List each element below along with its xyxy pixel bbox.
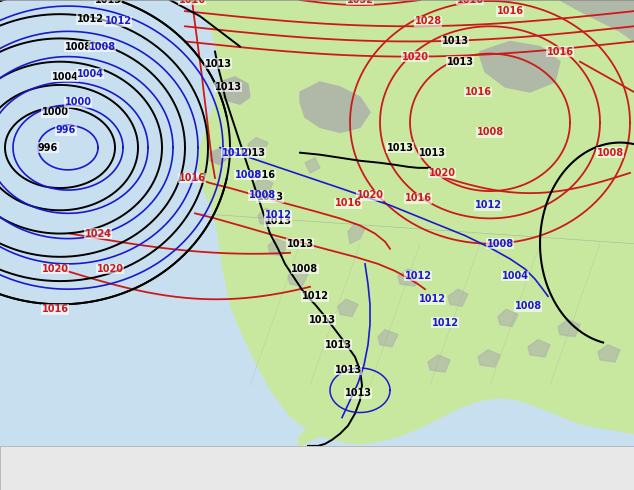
Text: © weatheronline.co.uk: © weatheronline.co.uk — [493, 472, 628, 486]
Text: 1008: 1008 — [65, 42, 91, 51]
Text: 1004: 1004 — [51, 72, 79, 82]
Text: 1012: 1012 — [418, 294, 446, 304]
Text: 1008: 1008 — [235, 170, 262, 180]
Polygon shape — [248, 138, 268, 155]
Polygon shape — [218, 77, 250, 104]
Polygon shape — [253, 178, 273, 195]
Text: 1008: 1008 — [476, 127, 503, 138]
Polygon shape — [498, 309, 518, 327]
Polygon shape — [480, 42, 560, 92]
Text: 1016: 1016 — [41, 304, 68, 315]
Polygon shape — [305, 158, 320, 173]
Text: 1013: 1013 — [441, 36, 469, 47]
Text: 1012: 1012 — [77, 14, 103, 24]
Text: 1016: 1016 — [179, 0, 205, 5]
Text: 996: 996 — [38, 143, 58, 152]
Text: 1012: 1012 — [302, 291, 328, 301]
Text: 1013: 1013 — [325, 340, 351, 350]
Text: 1012: 1012 — [404, 271, 432, 281]
Text: 1020: 1020 — [96, 264, 124, 274]
Text: 1016: 1016 — [496, 6, 524, 16]
Text: 1012: 1012 — [105, 16, 131, 26]
Text: 1012: 1012 — [474, 200, 501, 210]
Text: Surface pressure [hPa] ECMWF: Surface pressure [hPa] ECMWF — [6, 455, 188, 468]
Text: 1000: 1000 — [65, 97, 91, 107]
Polygon shape — [428, 355, 450, 372]
Text: 1016: 1016 — [335, 198, 361, 208]
Text: 1016: 1016 — [404, 193, 432, 203]
Polygon shape — [210, 147, 228, 165]
Text: 1016: 1016 — [465, 87, 491, 97]
Text: 1016: 1016 — [179, 173, 205, 183]
Text: 1004: 1004 — [501, 271, 529, 281]
Text: 1020: 1020 — [41, 264, 68, 274]
Polygon shape — [185, 0, 634, 444]
Text: 1013: 1013 — [94, 0, 122, 5]
Text: 1016: 1016 — [456, 0, 484, 5]
Text: 1012: 1012 — [264, 210, 292, 221]
Polygon shape — [258, 208, 278, 225]
Text: 1008: 1008 — [88, 42, 115, 51]
Text: 1020: 1020 — [401, 51, 429, 62]
Polygon shape — [338, 299, 358, 317]
Text: 1016: 1016 — [249, 170, 276, 180]
Text: 1020: 1020 — [429, 168, 455, 178]
Text: 1013: 1013 — [287, 239, 313, 249]
Text: 1016: 1016 — [547, 47, 574, 56]
Polygon shape — [268, 239, 288, 256]
Text: 1012: 1012 — [221, 147, 249, 158]
Polygon shape — [528, 340, 550, 357]
Text: Su 09-06-2024 06:00 UTC (06+120): Su 09-06-2024 06:00 UTC (06+120) — [416, 450, 628, 464]
Text: 1000: 1000 — [41, 107, 68, 117]
Text: 1008: 1008 — [292, 264, 318, 274]
Text: 996: 996 — [56, 125, 76, 135]
Text: 1013: 1013 — [309, 315, 335, 324]
Text: 1008: 1008 — [486, 239, 514, 249]
Polygon shape — [448, 289, 468, 306]
Polygon shape — [378, 330, 398, 347]
Text: 1013: 1013 — [214, 82, 242, 92]
Polygon shape — [288, 269, 308, 286]
Text: 1028: 1028 — [415, 16, 441, 26]
Text: 1012: 1012 — [432, 318, 458, 327]
Text: 1013: 1013 — [418, 147, 446, 158]
Polygon shape — [598, 345, 620, 362]
Polygon shape — [298, 403, 385, 446]
Text: 1013: 1013 — [257, 192, 283, 202]
Text: 1013: 1013 — [264, 217, 292, 226]
Text: 1008: 1008 — [249, 190, 276, 200]
Text: 1008: 1008 — [514, 301, 541, 311]
Text: 1013: 1013 — [446, 57, 474, 67]
Text: 1013: 1013 — [344, 388, 372, 398]
Text: 1032: 1032 — [347, 0, 373, 5]
Polygon shape — [560, 0, 634, 42]
Polygon shape — [558, 319, 580, 337]
Text: 1013: 1013 — [205, 59, 231, 69]
Text: 1013: 1013 — [238, 147, 266, 158]
Text: 1004: 1004 — [77, 69, 103, 79]
Text: 1020: 1020 — [356, 190, 384, 200]
Text: 1013: 1013 — [335, 365, 361, 375]
Polygon shape — [348, 223, 365, 244]
Polygon shape — [398, 269, 420, 286]
Text: 1013: 1013 — [387, 143, 413, 152]
Text: 1024: 1024 — [84, 228, 112, 239]
Polygon shape — [300, 82, 370, 132]
Text: 1008: 1008 — [597, 147, 624, 158]
Polygon shape — [478, 350, 500, 367]
